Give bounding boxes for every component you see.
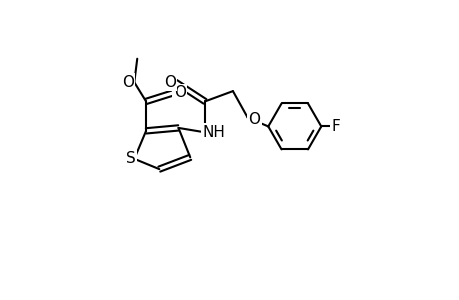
Text: O: O [247, 112, 260, 127]
Text: O: O [163, 75, 175, 90]
Text: O: O [122, 75, 134, 90]
Text: NH: NH [202, 125, 225, 140]
Text: O: O [174, 85, 185, 100]
Text: F: F [330, 119, 339, 134]
Text: S: S [126, 151, 135, 166]
